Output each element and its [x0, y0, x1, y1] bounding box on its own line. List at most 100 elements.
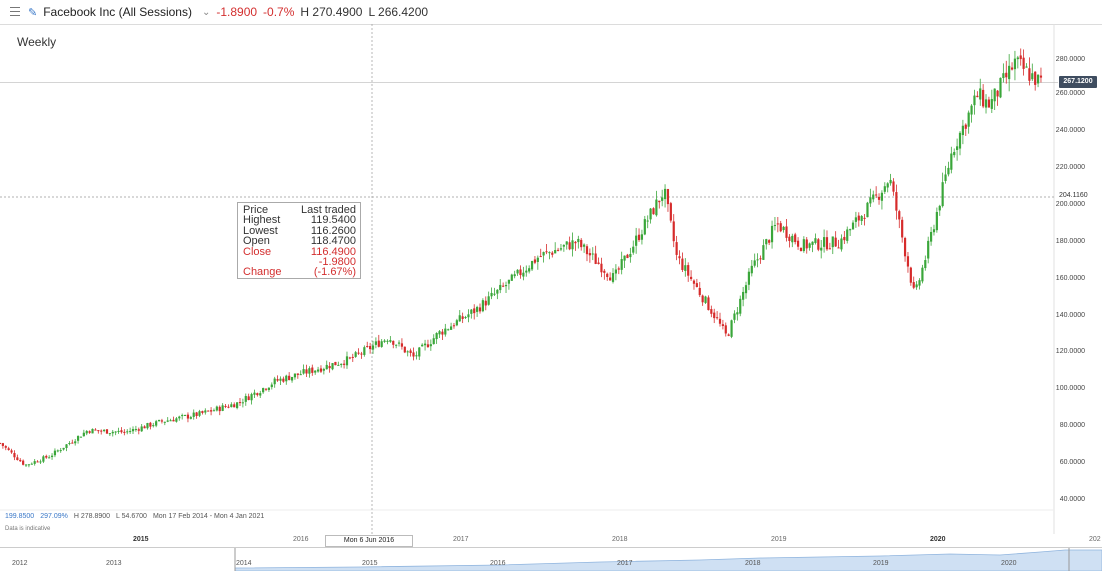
- candle-body: [348, 357, 351, 359]
- price-chart[interactable]: [0, 24, 1102, 534]
- candle-body: [776, 223, 779, 225]
- chart-summary: 199.8500 297.09% H 278.8900 L 54.6700 Mo…: [5, 513, 264, 520]
- candle-body: [134, 429, 138, 431]
- candle-body: [418, 347, 421, 357]
- y-tick: 220.0000: [1055, 164, 1085, 171]
- candle-body: [860, 216, 863, 222]
- candle-body: [551, 252, 554, 255]
- candle-body: [48, 457, 51, 459]
- candle-body: [16, 457, 19, 461]
- candle-body: [525, 270, 528, 273]
- candle-body: [921, 267, 924, 282]
- candle-body: [744, 285, 748, 294]
- candle-body: [140, 426, 143, 432]
- candle-body: [594, 253, 597, 264]
- pencil-icon[interactable]: ✎: [28, 6, 38, 19]
- disclaimer: Data is indicative: [5, 526, 51, 532]
- x-tick: 2017: [453, 536, 469, 543]
- candle-body: [577, 238, 580, 243]
- candle-body: [262, 388, 265, 393]
- candle-body: [316, 369, 320, 372]
- menu-icon[interactable]: [10, 7, 24, 17]
- candle-body: [1039, 75, 1043, 78]
- candle-body: [788, 236, 791, 241]
- candle-body: [947, 167, 950, 175]
- candle-body: [186, 414, 190, 419]
- candle-body: [163, 421, 166, 423]
- candle-body: [982, 89, 985, 107]
- candle-body: [840, 238, 843, 250]
- candle-body: [600, 263, 603, 273]
- candle-body: [510, 274, 513, 281]
- candle-body: [522, 272, 525, 277]
- candle-body: [617, 268, 620, 270]
- candle-body: [637, 234, 641, 241]
- candle-body: [455, 320, 458, 326]
- candle-body: [516, 269, 519, 274]
- candle-body: [927, 240, 930, 259]
- candle-body: [941, 182, 944, 207]
- chevron-down-icon[interactable]: ⌄: [201, 6, 211, 18]
- candle-body: [704, 296, 707, 303]
- candle-body: [724, 325, 727, 334]
- x-axis: 2015 2016 2017 2018 2019 2020 202: [0, 534, 1102, 546]
- candle-body: [979, 88, 982, 100]
- candle-body: [490, 292, 493, 297]
- candle-body: [701, 295, 704, 303]
- candle-body: [649, 208, 652, 220]
- candle-body: [195, 412, 198, 416]
- candle-body: [571, 240, 574, 250]
- price-tooltip: Price Last traded Highest 119.5400 Lowest 1…: [237, 202, 361, 279]
- candle-body: [768, 240, 771, 243]
- candle-body: [918, 280, 921, 286]
- candle-body: [875, 194, 878, 196]
- y-tick: 60.0000: [1059, 459, 1085, 466]
- candle-body: [230, 404, 233, 408]
- candle-body: [305, 369, 308, 374]
- candle-body: [632, 246, 635, 253]
- candle-body: [866, 202, 869, 218]
- candle-body: [886, 183, 889, 188]
- tooltip-label: Highest: [243, 214, 281, 227]
- interval-label[interactable]: Weekly: [17, 35, 57, 49]
- timeline-navigator[interactable]: 2012 2013 2014 2015 2016 2017 2018 2019 …: [0, 547, 1102, 571]
- session-high: H 270.4900: [300, 5, 363, 19]
- candle-body: [299, 374, 302, 376]
- candle-body: [854, 217, 858, 222]
- candle-body: [727, 334, 730, 336]
- candle-body: [1016, 57, 1019, 60]
- candle-body: [247, 396, 250, 401]
- navigator-year: 2015: [362, 560, 378, 567]
- candle-body: [288, 375, 291, 381]
- candle-body: [802, 239, 805, 252]
- candle-body: [458, 315, 461, 322]
- candle-body: [794, 234, 797, 243]
- navigator-year: 2019: [873, 560, 889, 567]
- instrument-title[interactable]: Facebook Inc (All Sessions): [43, 5, 192, 19]
- candle-body: [256, 393, 259, 396]
- y-tick: 200.0000: [1055, 201, 1085, 208]
- candle-body: [169, 420, 172, 422]
- candle-body: [877, 196, 881, 200]
- summary-high: H 278.8900: [73, 513, 111, 520]
- candle-body: [716, 317, 719, 319]
- candle-body: [273, 378, 276, 385]
- last-price-badge: 267.1200: [1059, 76, 1097, 88]
- candle-body: [192, 412, 195, 417]
- candle-body: [39, 461, 42, 463]
- candle-body: [623, 255, 626, 261]
- navigator-year: 2013: [106, 560, 122, 567]
- candle-body: [403, 346, 406, 353]
- candle-body: [1008, 65, 1011, 80]
- navigator-year: 2012: [12, 560, 28, 567]
- candle-body: [762, 245, 765, 260]
- candle-body: [912, 282, 915, 288]
- x-tick: 202: [1089, 536, 1101, 543]
- candle-body: [340, 363, 343, 365]
- candle-body: [956, 146, 959, 150]
- candle-body: [334, 361, 337, 366]
- candle-body: [172, 419, 175, 422]
- candle-body: [817, 239, 820, 250]
- candle-body: [227, 406, 230, 408]
- candle-body: [389, 340, 392, 342]
